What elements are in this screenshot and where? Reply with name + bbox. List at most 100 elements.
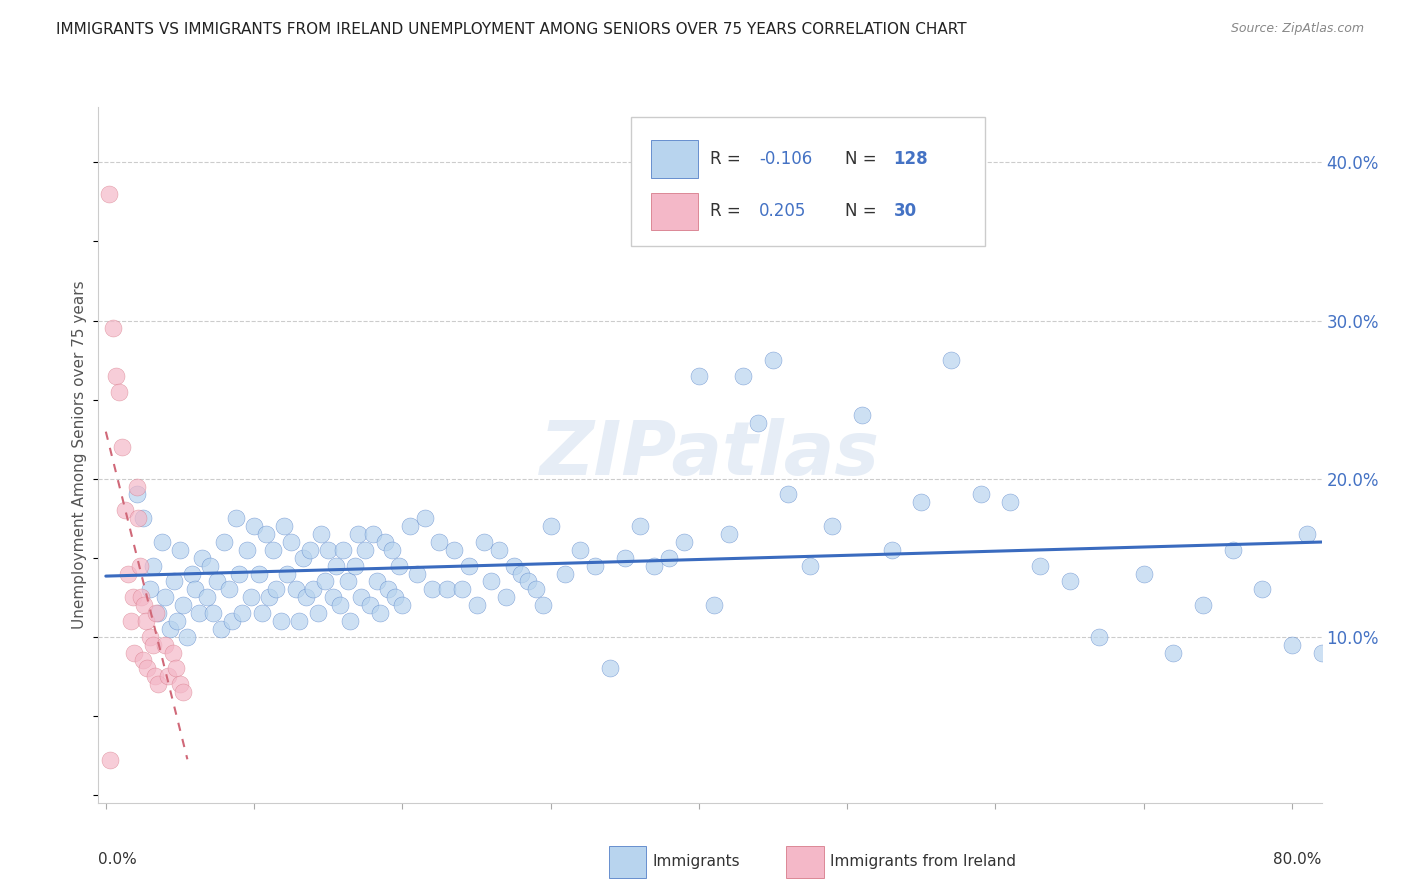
Point [299,542,322,557]
Point [443,542,465,557]
Point [292,550,315,565]
Point [495,591,517,605]
Point [377,582,399,597]
Point [643,558,665,573]
Point [436,582,458,597]
Point [163,574,186,589]
Point [240,591,263,605]
Text: Immigrants: Immigrants [652,855,740,870]
Point [98,753,121,767]
Point [821,519,844,533]
Point [398,519,420,533]
Point [1251,582,1274,597]
Point [374,534,396,549]
Point [105,368,128,383]
Point [135,614,157,628]
Point [205,574,228,589]
Text: 128: 128 [894,150,928,169]
Point [221,614,243,628]
Point [502,558,524,573]
FancyBboxPatch shape [630,118,986,246]
Point [703,598,725,612]
Point [254,527,277,541]
Point [201,606,224,620]
Point [391,598,413,612]
Point [429,534,451,549]
Point [125,487,148,501]
Point [359,598,381,612]
Point [132,653,155,667]
Point [235,542,257,557]
Point [524,582,547,597]
Point [910,495,932,509]
Point [350,591,373,605]
Point [1029,558,1052,573]
Point [717,527,740,541]
Point [188,606,211,620]
Point [384,591,406,605]
Point [143,669,166,683]
Point [366,574,388,589]
Text: IMMIGRANTS VS IMMIGRANTS FROM IRELAND UNEMPLOYMENT AMONG SENIORS OVER 75 YEARS C: IMMIGRANTS VS IMMIGRANTS FROM IRELAND UN… [56,22,967,37]
Point [1281,638,1303,652]
Point [450,582,472,597]
Point [1326,598,1348,612]
Point [583,558,606,573]
FancyBboxPatch shape [609,846,647,878]
Point [339,614,361,628]
Point [325,558,347,573]
FancyBboxPatch shape [786,846,824,878]
Point [111,440,134,454]
Point [613,550,636,565]
Point [159,622,181,636]
Point [628,519,651,533]
Point [1340,566,1362,581]
Point [1222,542,1244,557]
Point [295,591,318,605]
Point [247,566,270,581]
Point [169,542,191,557]
Point [1310,646,1333,660]
Point [332,542,354,557]
Point [381,542,404,557]
Point [250,606,273,620]
Point [762,353,785,368]
Point [1088,630,1111,644]
Point [969,487,991,501]
Point [195,591,218,605]
Point [510,566,533,581]
Point [472,534,495,549]
Point [569,542,592,557]
Point [554,566,576,581]
Point [228,566,250,581]
Point [198,558,221,573]
Text: 80.0%: 80.0% [1274,852,1322,866]
Point [1059,574,1081,589]
Point [139,582,162,597]
Point [747,417,769,431]
Point [368,606,391,620]
Text: ZIPatlas: ZIPatlas [540,418,880,491]
Point [851,409,873,423]
Point [211,622,233,636]
Point [231,606,253,620]
Point [314,574,336,589]
Point [108,384,131,399]
Point [309,527,332,541]
Text: R =: R = [710,202,747,220]
Point [225,511,247,525]
Point [125,479,148,493]
Point [266,582,288,597]
Point [517,574,540,589]
Point [1132,566,1154,581]
Point [673,534,696,549]
Point [172,598,194,612]
Point [276,566,298,581]
Point [287,614,309,628]
Point [354,542,377,557]
Point [166,614,188,628]
Point [191,550,214,565]
Point [361,527,384,541]
Point [132,511,155,525]
Point [488,542,510,557]
